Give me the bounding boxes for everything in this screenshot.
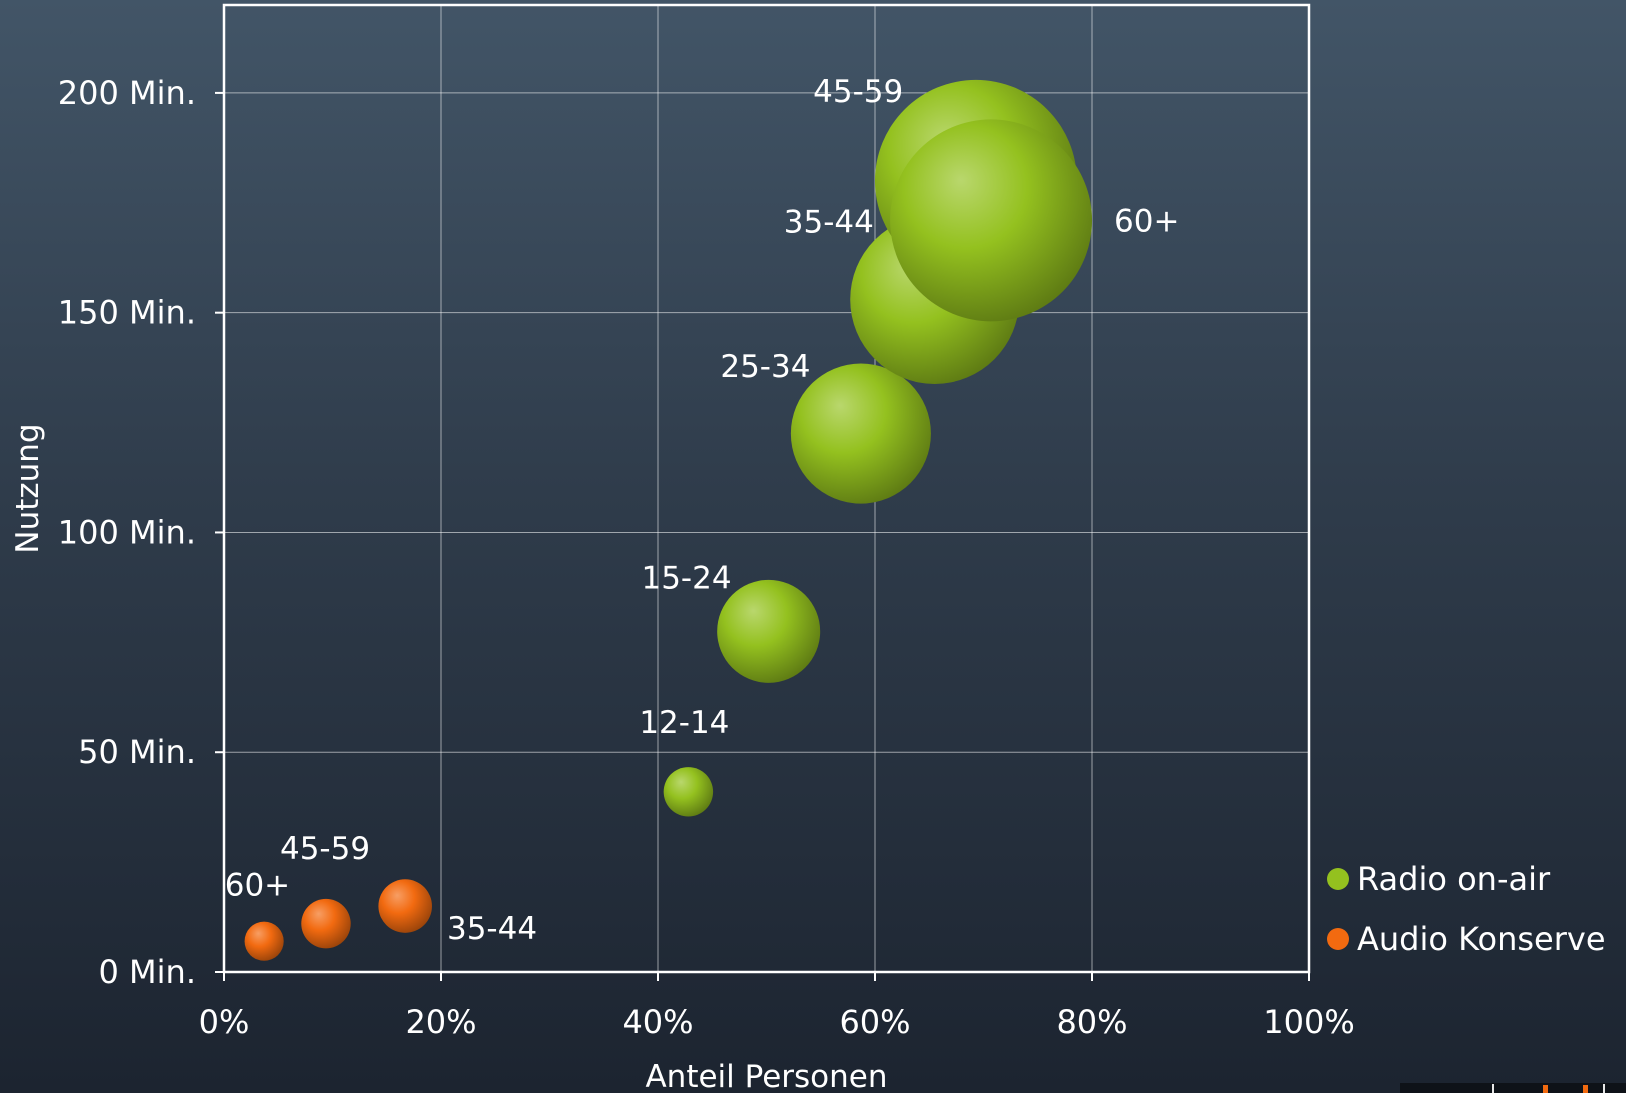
y-tick-label: 0 Min. [99,953,196,991]
x-tick-label: 60% [839,1003,910,1041]
radio-on-air-bubble-25-34 [790,363,931,504]
bubbles [244,79,1093,961]
legend-label: Radio on-air [1357,860,1551,898]
bubble-label: 25-34 [720,349,810,385]
x-tick-label: 20% [405,1003,476,1041]
bubble-labels: 12-1415-2425-3435-4445-5960+35-4445-5960… [225,74,1180,947]
legend-marker [1327,928,1349,950]
grid-lines [224,5,1309,972]
bubble-label: 60+ [1114,203,1179,239]
legend-marker [1327,868,1349,890]
y-tick-label: 50 Min. [78,733,196,771]
legend-label: Audio Konserve [1357,920,1606,958]
y-axis: 0 Min. 50 Min. 100 Min. 150 Min. 200 Min. [58,74,224,991]
bubble-label: 45-59 [280,831,370,867]
audio-konserve-bubble-45-59 [301,898,351,949]
bubble-label: 35-44 [447,911,537,947]
x-tick-label: 80% [1056,1003,1127,1041]
x-tick-label: 0% [199,1003,250,1041]
plot-frame [222,3,1311,974]
radio-on-air-bubble-60 [890,119,1093,322]
y-tick-label: 150 Min. [58,294,196,332]
audio-konserve-bubble-60 [244,921,284,961]
legend-item-audio-konserve: Audio Konserve [1327,920,1606,958]
bubble-label: 45-59 [813,74,903,110]
y-tick-label: 200 Min. [58,74,196,112]
x-axis: 0% 20% 40% 60% 80% 100% [199,972,1355,1041]
bubble-label: 15-24 [641,560,731,596]
bubble-label: 12-14 [639,705,729,741]
legend-item-radio-on-air: Radio on-air [1327,860,1551,898]
x-tick-label: 100% [1263,1003,1354,1041]
radio-on-air-bubble-12-14 [663,767,714,817]
y-tick-label: 100 Min. [58,513,196,551]
y-axis-title: Nutzung [10,423,46,553]
audio-konserve-bubble-35-44 [378,879,432,933]
corner-decoration [1400,1083,1626,1093]
x-tick-label: 40% [622,1003,693,1041]
legend: Radio on-air Audio Konserve [1327,860,1606,958]
bubble-label: 35-44 [784,205,874,241]
radio-on-air-bubble-15-24 [717,579,821,683]
x-axis-title: Anteil Personen [645,1059,887,1093]
bubble-label: 60+ [225,868,290,904]
